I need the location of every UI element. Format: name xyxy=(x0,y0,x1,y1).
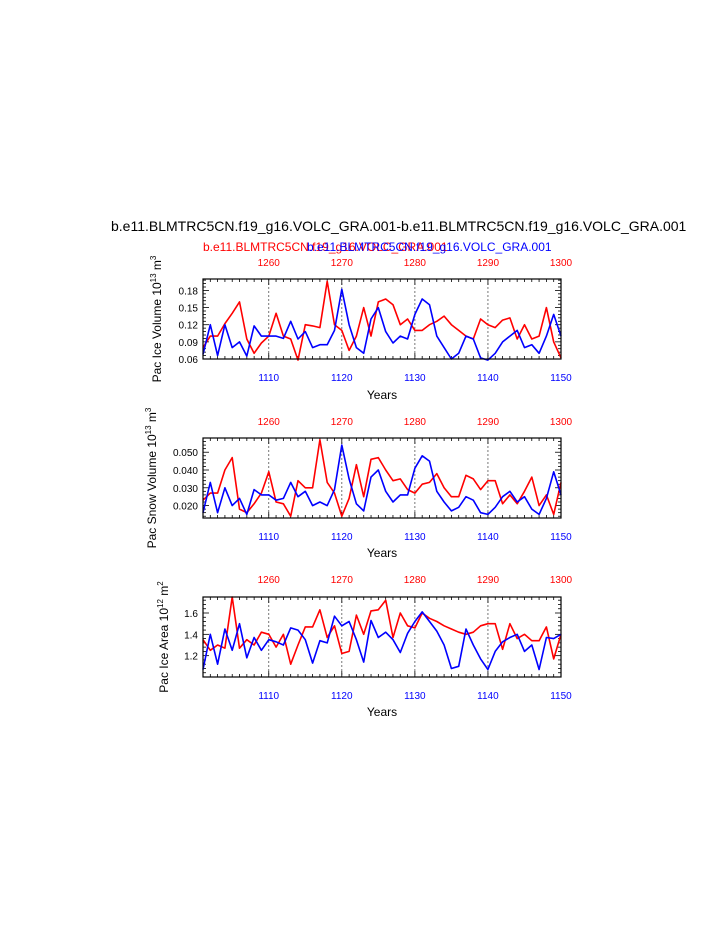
x-top-tick-label: 1300 xyxy=(550,258,573,269)
y-tick-label: 1.2 xyxy=(184,652,198,663)
y-tick-label: 1.6 xyxy=(184,609,198,620)
x-bottom-tick-label: 1150 xyxy=(550,532,572,543)
y-tick-label: 0.050 xyxy=(173,448,198,459)
plot-frame xyxy=(202,278,562,360)
x-top-tick-label: 1260 xyxy=(258,258,281,269)
x-top-tick-label: 1280 xyxy=(404,575,427,586)
x-axis-title: Years xyxy=(367,705,397,719)
subtitle-blue: b.e11.BLMTRC5CN.f19_g16.VOLC_GRA.001 xyxy=(307,240,552,254)
x-axis-title: Years xyxy=(367,388,397,402)
panel-ice-volume: 0.06 0.09 0.12 0.15 0.18 1260 1270 1280 1290 1300… xyxy=(149,255,573,402)
y-tick-label: 0.020 xyxy=(173,502,198,513)
x-bottom-tick-label: 1110 xyxy=(258,373,279,384)
x-bottom-tick-label: 1130 xyxy=(404,373,426,384)
y-tick-label: 1.4 xyxy=(184,630,198,641)
x-bottom-tick-label: 1140 xyxy=(477,691,499,702)
y-tick-label: 0.12 xyxy=(179,321,199,332)
series-line-red xyxy=(202,596,562,666)
x-top-tick-label: 1280 xyxy=(404,417,427,428)
x-bottom-tick-label: 1150 xyxy=(550,691,572,702)
x-top-tick-label: 1290 xyxy=(477,575,500,586)
y-tick-label: 0.040 xyxy=(173,466,198,477)
x-bottom-tick-label: 1120 xyxy=(331,532,353,543)
y-axis-title: Pac Ice Area 1012 m2 xyxy=(156,581,171,693)
y-axis-title-text: m xyxy=(157,586,171,599)
series-line-blue xyxy=(202,288,562,361)
y-tick-label: 0.15 xyxy=(179,304,199,315)
panel-ice-area: 1.2 1.4 1.6 1260 1270 1280 1290 1300 1110 1120 113… xyxy=(156,575,573,719)
panel-snow-volume: 0.020 0.030 0.040 0.050 1260 1270 1280 1290 1300… xyxy=(144,407,573,560)
series-line-red xyxy=(202,280,562,361)
plot-frame xyxy=(202,437,562,519)
x-top-tick-label: 1280 xyxy=(404,258,427,269)
y-tick-label: 0.18 xyxy=(179,286,199,297)
x-top-tick-label: 1300 xyxy=(550,417,573,428)
y-axis-title-exponent: 12 xyxy=(156,599,165,608)
y-axis-title-text: m xyxy=(145,412,159,425)
x-bottom-tick-label: 1110 xyxy=(258,532,279,543)
y-axis-title-exponent: 3 xyxy=(144,407,153,412)
y-tick-label: 0.09 xyxy=(179,338,199,349)
x-top-tick-label: 1270 xyxy=(331,575,354,586)
x-top-tick-label: 1290 xyxy=(477,258,500,269)
plot-frame xyxy=(202,596,562,678)
y-tick-label: 0.030 xyxy=(173,484,198,495)
y-axis-title: Pac Snow Volume 1013 m3 xyxy=(144,407,159,548)
y-axis-title-exponent: 13 xyxy=(149,273,158,282)
x-top-tick-label: 1290 xyxy=(477,417,500,428)
series-line-red xyxy=(202,438,562,518)
y-axis-title-exponent: 3 xyxy=(149,255,158,260)
y-axis-title-text: Pac Ice Volume 10 xyxy=(150,282,164,382)
x-bottom-tick-label: 1140 xyxy=(477,373,499,384)
x-bottom-tick-label: 1140 xyxy=(477,532,499,543)
x-top-tick-label: 1270 xyxy=(331,258,354,269)
x-bottom-tick-label: 1130 xyxy=(404,691,426,702)
y-axis-title-text: Pac Ice Area 10 xyxy=(157,608,171,693)
y-axis-title-exponent: 2 xyxy=(156,581,165,586)
x-top-tick-label: 1300 xyxy=(550,575,573,586)
x-bottom-tick-label: 1120 xyxy=(331,691,353,702)
y-axis-title-text: m xyxy=(150,260,164,273)
x-bottom-tick-label: 1110 xyxy=(258,691,279,702)
y-axis-title-text: Pac Snow Volume 10 xyxy=(145,434,159,548)
x-top-tick-label: 1270 xyxy=(331,417,354,428)
x-axis-title: Years xyxy=(367,546,397,560)
y-axis-title-exponent: 13 xyxy=(144,425,153,434)
figure-title: b.e11.BLMTRC5CN.f19_g16.VOLC_GRA.001-b.e… xyxy=(111,218,687,234)
subtitle-red: b.e11.BLMTRC5CN.f19_g16.VOLC_GRA.001 xyxy=(203,240,448,254)
x-top-tick-label: 1260 xyxy=(258,417,281,428)
x-bottom-tick-label: 1120 xyxy=(331,373,353,384)
series-line-blue xyxy=(202,611,562,671)
y-axis-title: Pac Ice Volume 1013 m3 xyxy=(149,255,164,382)
series-line-blue xyxy=(202,444,562,516)
x-bottom-tick-label: 1150 xyxy=(550,373,572,384)
x-top-tick-label: 1260 xyxy=(258,575,281,586)
x-bottom-tick-label: 1130 xyxy=(404,532,426,543)
y-tick-label: 0.06 xyxy=(179,355,199,366)
